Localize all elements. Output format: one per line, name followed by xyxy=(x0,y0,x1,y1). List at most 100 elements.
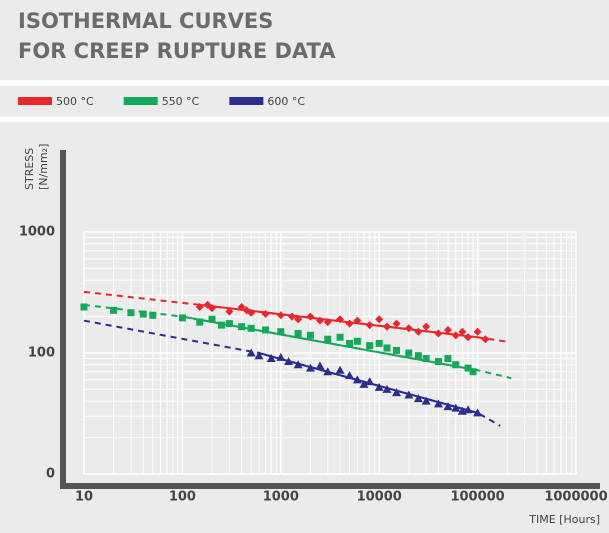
legend-swatch xyxy=(18,97,52,105)
x-tick-label: 1000 xyxy=(263,490,299,505)
point xyxy=(443,325,452,334)
point xyxy=(324,335,332,343)
point xyxy=(359,379,369,388)
point xyxy=(196,318,204,326)
point xyxy=(336,333,344,341)
point xyxy=(266,354,276,363)
y-tick-label: 1000 xyxy=(19,225,55,240)
point xyxy=(237,302,246,311)
point xyxy=(464,364,472,372)
point xyxy=(305,363,315,372)
point xyxy=(262,326,270,334)
point xyxy=(293,360,303,369)
point xyxy=(473,408,483,417)
chart-title: ISOTHERMAL CURVES xyxy=(18,9,273,33)
point xyxy=(315,361,325,370)
point xyxy=(366,342,374,350)
point xyxy=(434,358,442,366)
x-tick-label: 10000 xyxy=(357,490,402,505)
point xyxy=(276,352,286,361)
point xyxy=(352,375,362,384)
point xyxy=(422,355,430,363)
point xyxy=(178,314,186,322)
point xyxy=(458,327,467,336)
x-axis-label: TIME [Hours] xyxy=(528,513,600,526)
point xyxy=(464,333,473,342)
point xyxy=(80,303,88,311)
point xyxy=(247,308,256,317)
point xyxy=(323,318,332,327)
point xyxy=(383,344,391,352)
point xyxy=(443,402,453,411)
point xyxy=(434,329,443,338)
point xyxy=(382,322,391,331)
point xyxy=(421,396,431,405)
point xyxy=(374,382,384,391)
point xyxy=(225,320,233,328)
point xyxy=(218,321,226,329)
x-axis xyxy=(60,483,600,489)
point xyxy=(414,327,423,336)
point xyxy=(444,355,452,363)
point xyxy=(375,339,383,347)
point xyxy=(452,361,460,369)
y-axis xyxy=(60,150,66,489)
point xyxy=(284,357,294,366)
x-tick-label: 1000000 xyxy=(544,490,607,505)
point xyxy=(469,368,477,376)
point xyxy=(413,394,423,403)
point xyxy=(345,371,355,380)
y-tick-label: 100 xyxy=(28,346,55,361)
point xyxy=(463,405,473,414)
point xyxy=(392,319,401,328)
point xyxy=(208,304,217,313)
point xyxy=(247,324,255,332)
point xyxy=(346,339,354,347)
point xyxy=(433,399,443,408)
point xyxy=(306,312,315,321)
point xyxy=(208,315,216,323)
point xyxy=(451,331,460,340)
point xyxy=(375,315,384,324)
x-tick-label: 100000 xyxy=(450,490,504,505)
point xyxy=(335,365,345,374)
point xyxy=(294,315,303,324)
point xyxy=(382,384,392,393)
separator xyxy=(0,80,609,86)
point xyxy=(414,352,422,360)
point xyxy=(345,319,354,328)
point xyxy=(336,315,345,324)
point xyxy=(315,316,324,325)
x-tick-label: 100 xyxy=(169,490,196,505)
point xyxy=(261,310,270,319)
point xyxy=(353,337,361,345)
point xyxy=(392,388,402,397)
point xyxy=(139,310,147,318)
point xyxy=(422,322,431,331)
y-axis-label: [N/mm₂] xyxy=(37,144,50,190)
point xyxy=(323,367,333,376)
point xyxy=(365,377,375,386)
point xyxy=(254,351,264,360)
legend-label: 500 °C xyxy=(56,95,94,108)
legend-swatch xyxy=(123,97,158,105)
point xyxy=(238,323,246,331)
y-tick-label: 0 xyxy=(46,467,55,482)
point xyxy=(246,348,256,357)
y-axis-label: STRESS xyxy=(23,148,36,190)
point xyxy=(481,335,490,344)
point xyxy=(473,327,482,336)
legend-swatch xyxy=(229,97,264,105)
point xyxy=(405,349,413,357)
point xyxy=(306,331,314,339)
point xyxy=(195,302,204,311)
point xyxy=(393,346,401,354)
x-tick-label: 10 xyxy=(75,490,93,505)
separator xyxy=(0,117,609,122)
point xyxy=(127,309,135,317)
point xyxy=(365,321,374,330)
point xyxy=(404,390,414,399)
point xyxy=(110,306,118,314)
